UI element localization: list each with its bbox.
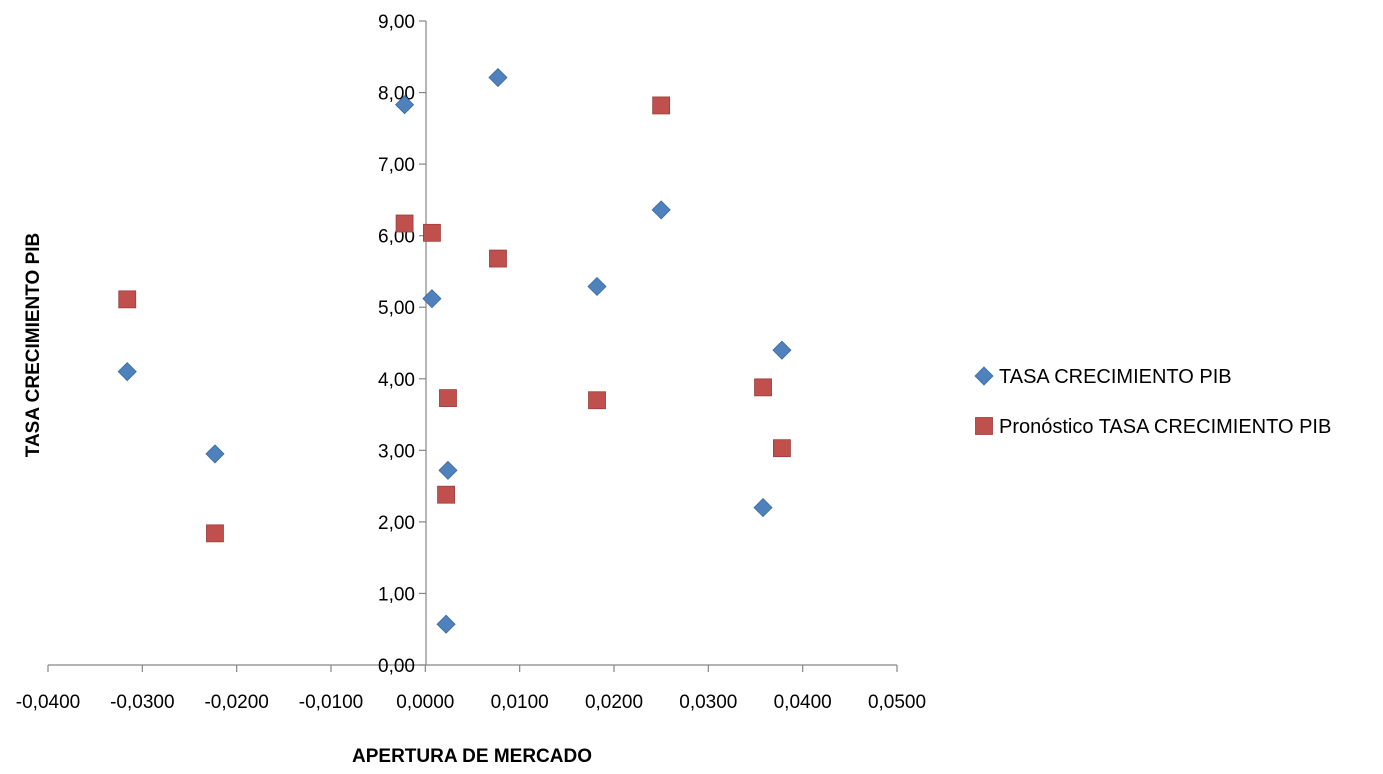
data-point-diamond (205, 444, 225, 464)
legend-label: Pronóstico TASA CRECIMIENTO PIB (999, 416, 1331, 438)
data-point-square (206, 524, 224, 543)
data-point-diamond (651, 200, 671, 220)
data-point-diamond (436, 614, 456, 634)
legend-square-icon (975, 417, 993, 435)
y-tick-label: 0,00 (378, 656, 415, 677)
data-point-square (652, 96, 671, 115)
y-tick-label: 7,00 (378, 155, 415, 176)
y-tick-label: 3,00 (378, 441, 415, 462)
data-point-diamond (117, 362, 137, 382)
y-tick-label: 1,00 (378, 584, 415, 605)
data-point-square (773, 439, 791, 458)
tick-labels: -0,0400 -0,0300 -0,0200 -0,0100 0,0000 0,0100… (16, 12, 926, 713)
data-point-square (588, 391, 606, 410)
data-point-square (439, 389, 457, 407)
data-point-diamond (772, 340, 792, 360)
x-tick-label: 0,0500 (868, 692, 926, 713)
x-tick-label: 0,0100 (491, 692, 549, 713)
x-tick-label: 0,0200 (585, 692, 643, 713)
x-tick-label: -0,0100 (299, 692, 363, 713)
y-tick-label: 9,00 (378, 12, 415, 33)
y-axis-title: TASA CRECIMIENTO PIB (23, 233, 44, 458)
data-point-diamond (587, 276, 607, 297)
data-point-diamond (753, 498, 773, 518)
legend-diamond-icon (974, 366, 994, 386)
legend: TASA CRECIMIENTO PIB Pronóstico TASA CREC… (974, 366, 1331, 438)
y-tick-label: 2,00 (378, 513, 415, 534)
data-point-diamond (488, 67, 508, 88)
legend-item: Pronóstico TASA CRECIMIENTO PIB (975, 416, 1331, 438)
legend-label: TASA CRECIMIENTO PIB (999, 366, 1232, 388)
data-points (117, 67, 792, 634)
data-point-square (395, 214, 414, 233)
data-point-square (437, 485, 455, 504)
data-point-diamond (395, 95, 415, 115)
data-point-diamond (438, 460, 458, 480)
data-point-square (489, 249, 507, 268)
x-tick-label: 0,0300 (679, 692, 737, 713)
x-tick-label: -0,0400 (16, 692, 80, 713)
y-tick-label: 5,00 (378, 298, 415, 319)
x-tick-label: 0,0000 (396, 692, 454, 713)
data-point-square (118, 290, 137, 309)
data-point-diamond (422, 289, 442, 309)
legend-item: TASA CRECIMIENTO PIB (974, 366, 1232, 388)
x-tick-label: -0,0200 (204, 692, 268, 713)
y-tick-label: 4,00 (378, 370, 415, 391)
x-tick-label: -0,0300 (110, 692, 174, 713)
data-point-square (423, 223, 441, 242)
data-point-square (754, 378, 772, 397)
x-axis-title: APERTURA DE MERCADO (352, 746, 592, 767)
x-tick-label: 0,0400 (774, 692, 832, 713)
axes (47, 20, 898, 672)
